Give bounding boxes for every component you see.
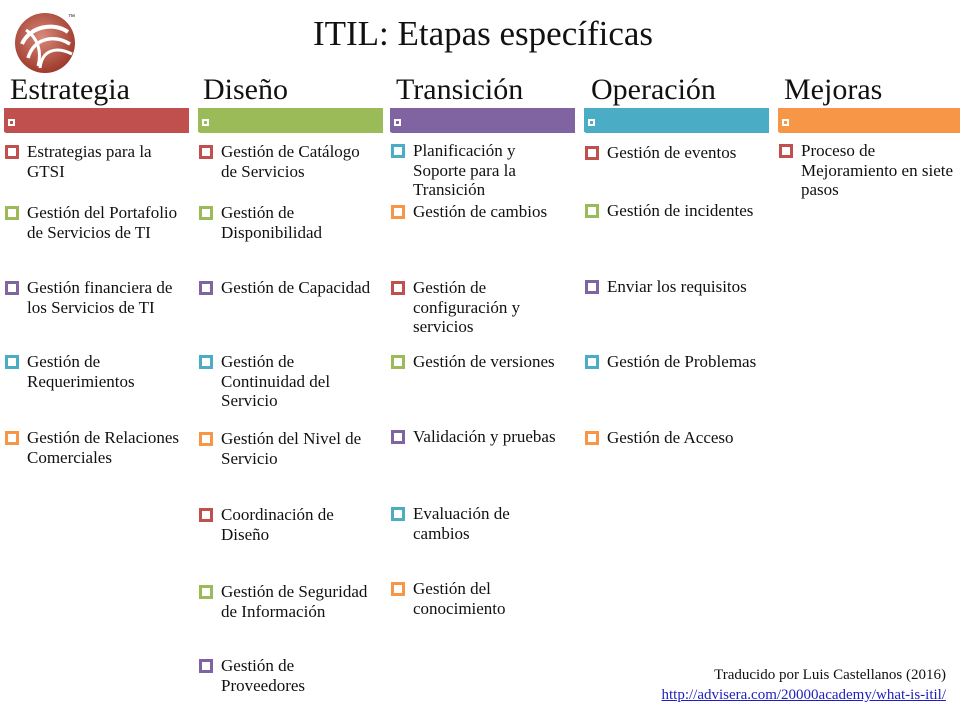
bullet-square-icon bbox=[585, 431, 599, 445]
credit-block: Traducido por Luis Castellanos (2016) ht… bbox=[661, 665, 946, 705]
process-item-label: Gestión de incidentes bbox=[607, 201, 754, 220]
bullet-square-icon bbox=[199, 659, 213, 673]
stage-bar-square-icon bbox=[202, 119, 209, 126]
bullet-square-icon bbox=[199, 206, 213, 220]
process-item-label: Proceso de Mejoramiento en siete pasos bbox=[801, 141, 954, 199]
bullet-square-icon bbox=[391, 205, 405, 219]
bullet-square-icon bbox=[5, 355, 19, 369]
trademark-mark: ™ bbox=[68, 14, 75, 21]
bullet-square-icon bbox=[391, 430, 405, 444]
stage-bar-square-icon bbox=[8, 119, 15, 126]
process-item-label: Gestión de Acceso bbox=[607, 428, 734, 447]
bullet-square-icon bbox=[5, 145, 19, 159]
bullet-square-icon bbox=[199, 585, 213, 599]
bullet-square-icon bbox=[199, 355, 213, 369]
bullet-square-icon bbox=[199, 508, 213, 522]
process-item-label: Evaluación de cambios bbox=[413, 504, 510, 543]
process-item-label: Gestión del Portafolio de Servicios de T… bbox=[27, 203, 178, 242]
stage-bar-operacion bbox=[584, 108, 769, 133]
stage-bar-mejoras bbox=[778, 108, 960, 133]
process-item-label: Gestión de versiones bbox=[413, 352, 555, 371]
bullet-square-icon bbox=[585, 146, 599, 160]
stage-bar-square-icon bbox=[588, 119, 595, 126]
bullet-square-icon bbox=[391, 582, 405, 596]
stage-title-diseno: Diseño bbox=[203, 73, 288, 106]
process-item-label: Coordinación de Diseño bbox=[221, 505, 334, 544]
credit-author: Traducido por Luis Castellanos (2016) bbox=[714, 667, 946, 683]
process-item-label: Gestión de Seguridad de Información bbox=[221, 582, 368, 621]
bullet-square-icon bbox=[199, 432, 213, 446]
stage-bar-estrategia bbox=[4, 108, 189, 133]
bullet-square-icon bbox=[391, 281, 405, 295]
process-item-label: Gestión del conocimiento bbox=[413, 579, 506, 618]
process-item-label: Gestión de Proveedores bbox=[221, 656, 306, 695]
process-item-label: Gestión de Continuidad del Servicio bbox=[221, 352, 331, 410]
process-item-label: Gestión de Catálogo de Servicios bbox=[221, 142, 360, 181]
bullet-square-icon bbox=[5, 206, 19, 220]
process-item-label: Gestión del Nivel de Servicio bbox=[221, 429, 362, 468]
stage-title-operacion: Operación bbox=[591, 73, 716, 106]
process-item-label: Planificación y Soporte para la Transici… bbox=[413, 141, 516, 199]
process-item-label: Gestión de Capacidad bbox=[221, 278, 371, 297]
page-title: ITIL: Etapas específicas bbox=[312, 14, 654, 53]
process-item-label: Estrategias para la GTSI bbox=[27, 142, 152, 181]
process-item-label: Enviar los requisitos bbox=[607, 277, 747, 296]
bullet-square-icon bbox=[199, 281, 213, 295]
stage-bar-transicion bbox=[390, 108, 575, 133]
bullet-square-icon bbox=[585, 355, 599, 369]
bullet-square-icon bbox=[585, 204, 599, 218]
stage-title-estrategia: Estrategia bbox=[10, 73, 130, 106]
process-item-label: Gestión de cambios bbox=[413, 202, 548, 221]
itil-logo: ™ bbox=[8, 8, 82, 74]
source-link[interactable]: http://advisera.com/20000academy/what-is… bbox=[661, 687, 946, 703]
process-item-label: Gestión de Relaciones Comerciales bbox=[27, 428, 180, 467]
bullet-square-icon bbox=[391, 144, 405, 158]
bullet-square-icon bbox=[391, 507, 405, 521]
stage-bar-square-icon bbox=[782, 119, 789, 126]
process-item-label: Gestión financiera de los Servicios de T… bbox=[27, 278, 173, 317]
bullet-square-icon bbox=[5, 431, 19, 445]
process-item-label: Gestión de Disponibilidad bbox=[221, 203, 323, 242]
process-item-label: Gestión de Requerimientos bbox=[27, 352, 135, 391]
process-item-label: Gestión de configuración y servicios bbox=[413, 278, 521, 336]
bullet-square-icon bbox=[5, 281, 19, 295]
bullet-square-icon bbox=[585, 280, 599, 294]
logo-emblem-icon bbox=[15, 13, 75, 73]
stage-title-transicion: Transición bbox=[396, 73, 524, 106]
process-item-label: Gestión de eventos bbox=[607, 143, 737, 162]
stage-bar-diseno bbox=[198, 108, 383, 133]
process-item-label: Gestión de Problemas bbox=[607, 352, 757, 371]
bullet-square-icon bbox=[779, 144, 793, 158]
process-item-label: Validación y pruebas bbox=[413, 427, 556, 446]
bullet-square-icon bbox=[391, 355, 405, 369]
bullet-square-icon bbox=[199, 145, 213, 159]
stage-title-mejoras: Mejoras bbox=[784, 73, 883, 106]
stage-bar-square-icon bbox=[394, 119, 401, 126]
